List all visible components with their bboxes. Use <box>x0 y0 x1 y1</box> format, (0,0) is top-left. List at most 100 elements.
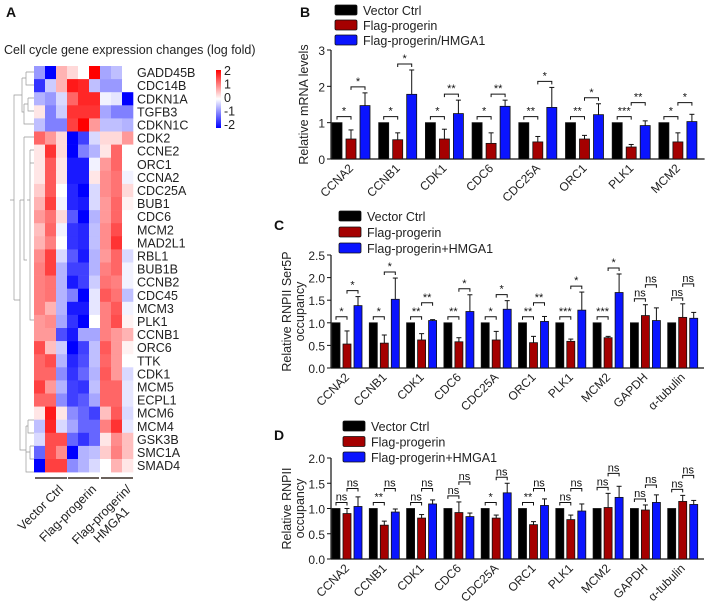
heatmap-cell <box>78 432 90 447</box>
significance-bracket <box>443 93 459 98</box>
y-axis-label: occupancy <box>293 281 307 342</box>
significance-label: ns <box>533 478 545 490</box>
bar <box>471 122 483 160</box>
significance-bracket <box>421 488 434 492</box>
significance-bracket <box>397 63 413 67</box>
bar <box>518 322 527 369</box>
heatmap-cell <box>78 341 90 355</box>
heatmap-cell <box>111 432 123 447</box>
bar <box>603 337 613 369</box>
category-label: CDC6 <box>463 161 496 194</box>
legend-swatch <box>334 4 358 16</box>
heatmap-cell <box>111 262 123 276</box>
gene-label: CCNB1 <box>137 328 179 342</box>
legend-swatch <box>338 210 362 222</box>
bar <box>529 342 538 369</box>
bar <box>667 322 677 369</box>
bar <box>639 125 651 160</box>
heatmap-cell <box>89 183 101 198</box>
significance-label: ns <box>645 474 657 486</box>
bar <box>611 122 623 160</box>
significance-label: * <box>339 306 344 318</box>
bar <box>480 322 490 369</box>
heatmap-cell <box>111 144 123 158</box>
heatmap-cell <box>100 380 112 394</box>
heatmap-cell <box>34 66 46 80</box>
bar <box>480 508 490 560</box>
heatmap-cell <box>45 223 57 237</box>
heatmap-cell <box>111 210 123 224</box>
heatmap-cell <box>78 79 90 93</box>
heatmap-cell <box>89 105 101 119</box>
heatmap-cell <box>34 197 46 211</box>
gene-label: CCNE2 <box>137 145 179 159</box>
heatmap-cell <box>56 301 68 316</box>
heatmap-cell <box>67 354 79 368</box>
bar <box>378 122 390 160</box>
heatmap-cell <box>89 157 101 172</box>
significance-bracket <box>644 484 657 488</box>
category-label: CDK1 <box>417 161 450 194</box>
gene-label: RBL1 <box>137 250 168 264</box>
significance-bracket <box>476 116 492 120</box>
heatmap-cell <box>89 197 101 211</box>
bar <box>566 519 576 560</box>
bar <box>428 503 438 560</box>
heatmap-cell <box>45 249 57 263</box>
bar <box>652 502 661 560</box>
legend-swatch <box>338 226 362 238</box>
heatmap-cell <box>67 445 79 460</box>
significance-bracket <box>335 502 348 506</box>
category-label: CDK1 <box>394 561 427 594</box>
heatmap-cell <box>56 92 68 106</box>
significance-label: * <box>489 306 494 318</box>
gene-label: GADD45B <box>137 66 195 80</box>
gene-label: CDC25A <box>137 184 187 198</box>
heatmap-cell <box>89 262 101 276</box>
heatmap-cell <box>45 406 57 420</box>
heatmap-cell <box>100 223 112 237</box>
heatmap-cell <box>100 249 112 263</box>
gene-label: MAD2L1 <box>137 236 186 250</box>
heatmap-cell <box>34 393 46 407</box>
significance-label: * <box>482 106 487 118</box>
heatmap-cell <box>45 144 57 158</box>
gene-label: MCM4 <box>137 420 174 434</box>
bar <box>555 508 565 560</box>
significance-bracket <box>383 271 396 276</box>
heatmap-cell <box>89 249 101 263</box>
significance-bracket <box>490 93 506 98</box>
heatmap-cell <box>78 157 90 172</box>
legend-swatch <box>334 34 358 46</box>
heatmap-cell <box>34 144 46 158</box>
y-tick-label: 0.0 <box>308 553 325 567</box>
heatmap-cell <box>111 341 123 355</box>
heatmap-cell <box>111 79 123 93</box>
significance-bracket <box>633 298 646 302</box>
legend-label: Flag-progerin <box>367 226 441 240</box>
heatmap-cell <box>89 236 101 250</box>
heatmap-cell <box>56 105 68 119</box>
significance-bracket <box>663 116 679 120</box>
bar <box>529 524 538 560</box>
significance-bracket <box>522 502 534 506</box>
significance-label: * <box>356 76 361 88</box>
significance-label: ** <box>527 106 536 118</box>
heatmap-cell <box>67 367 79 381</box>
category-label: MCM2 <box>578 561 613 596</box>
y-tick-label: 0.5 <box>308 528 325 542</box>
significance-bracket <box>570 285 583 290</box>
heatmap-cell <box>122 406 134 420</box>
heatmap-cell <box>89 459 101 473</box>
significance-bracket <box>537 80 553 85</box>
heatmap-cell <box>111 236 123 250</box>
category-label: CDC25A <box>500 161 543 204</box>
heatmap-cell <box>34 432 46 447</box>
color-scale-tick: 1 <box>224 78 231 92</box>
heatmap-cell <box>122 157 134 172</box>
heatmap-cell <box>89 223 101 237</box>
heatmap-cell <box>78 314 90 329</box>
heatmap-cell <box>56 328 68 342</box>
gene-label: BUB1 <box>137 197 170 211</box>
